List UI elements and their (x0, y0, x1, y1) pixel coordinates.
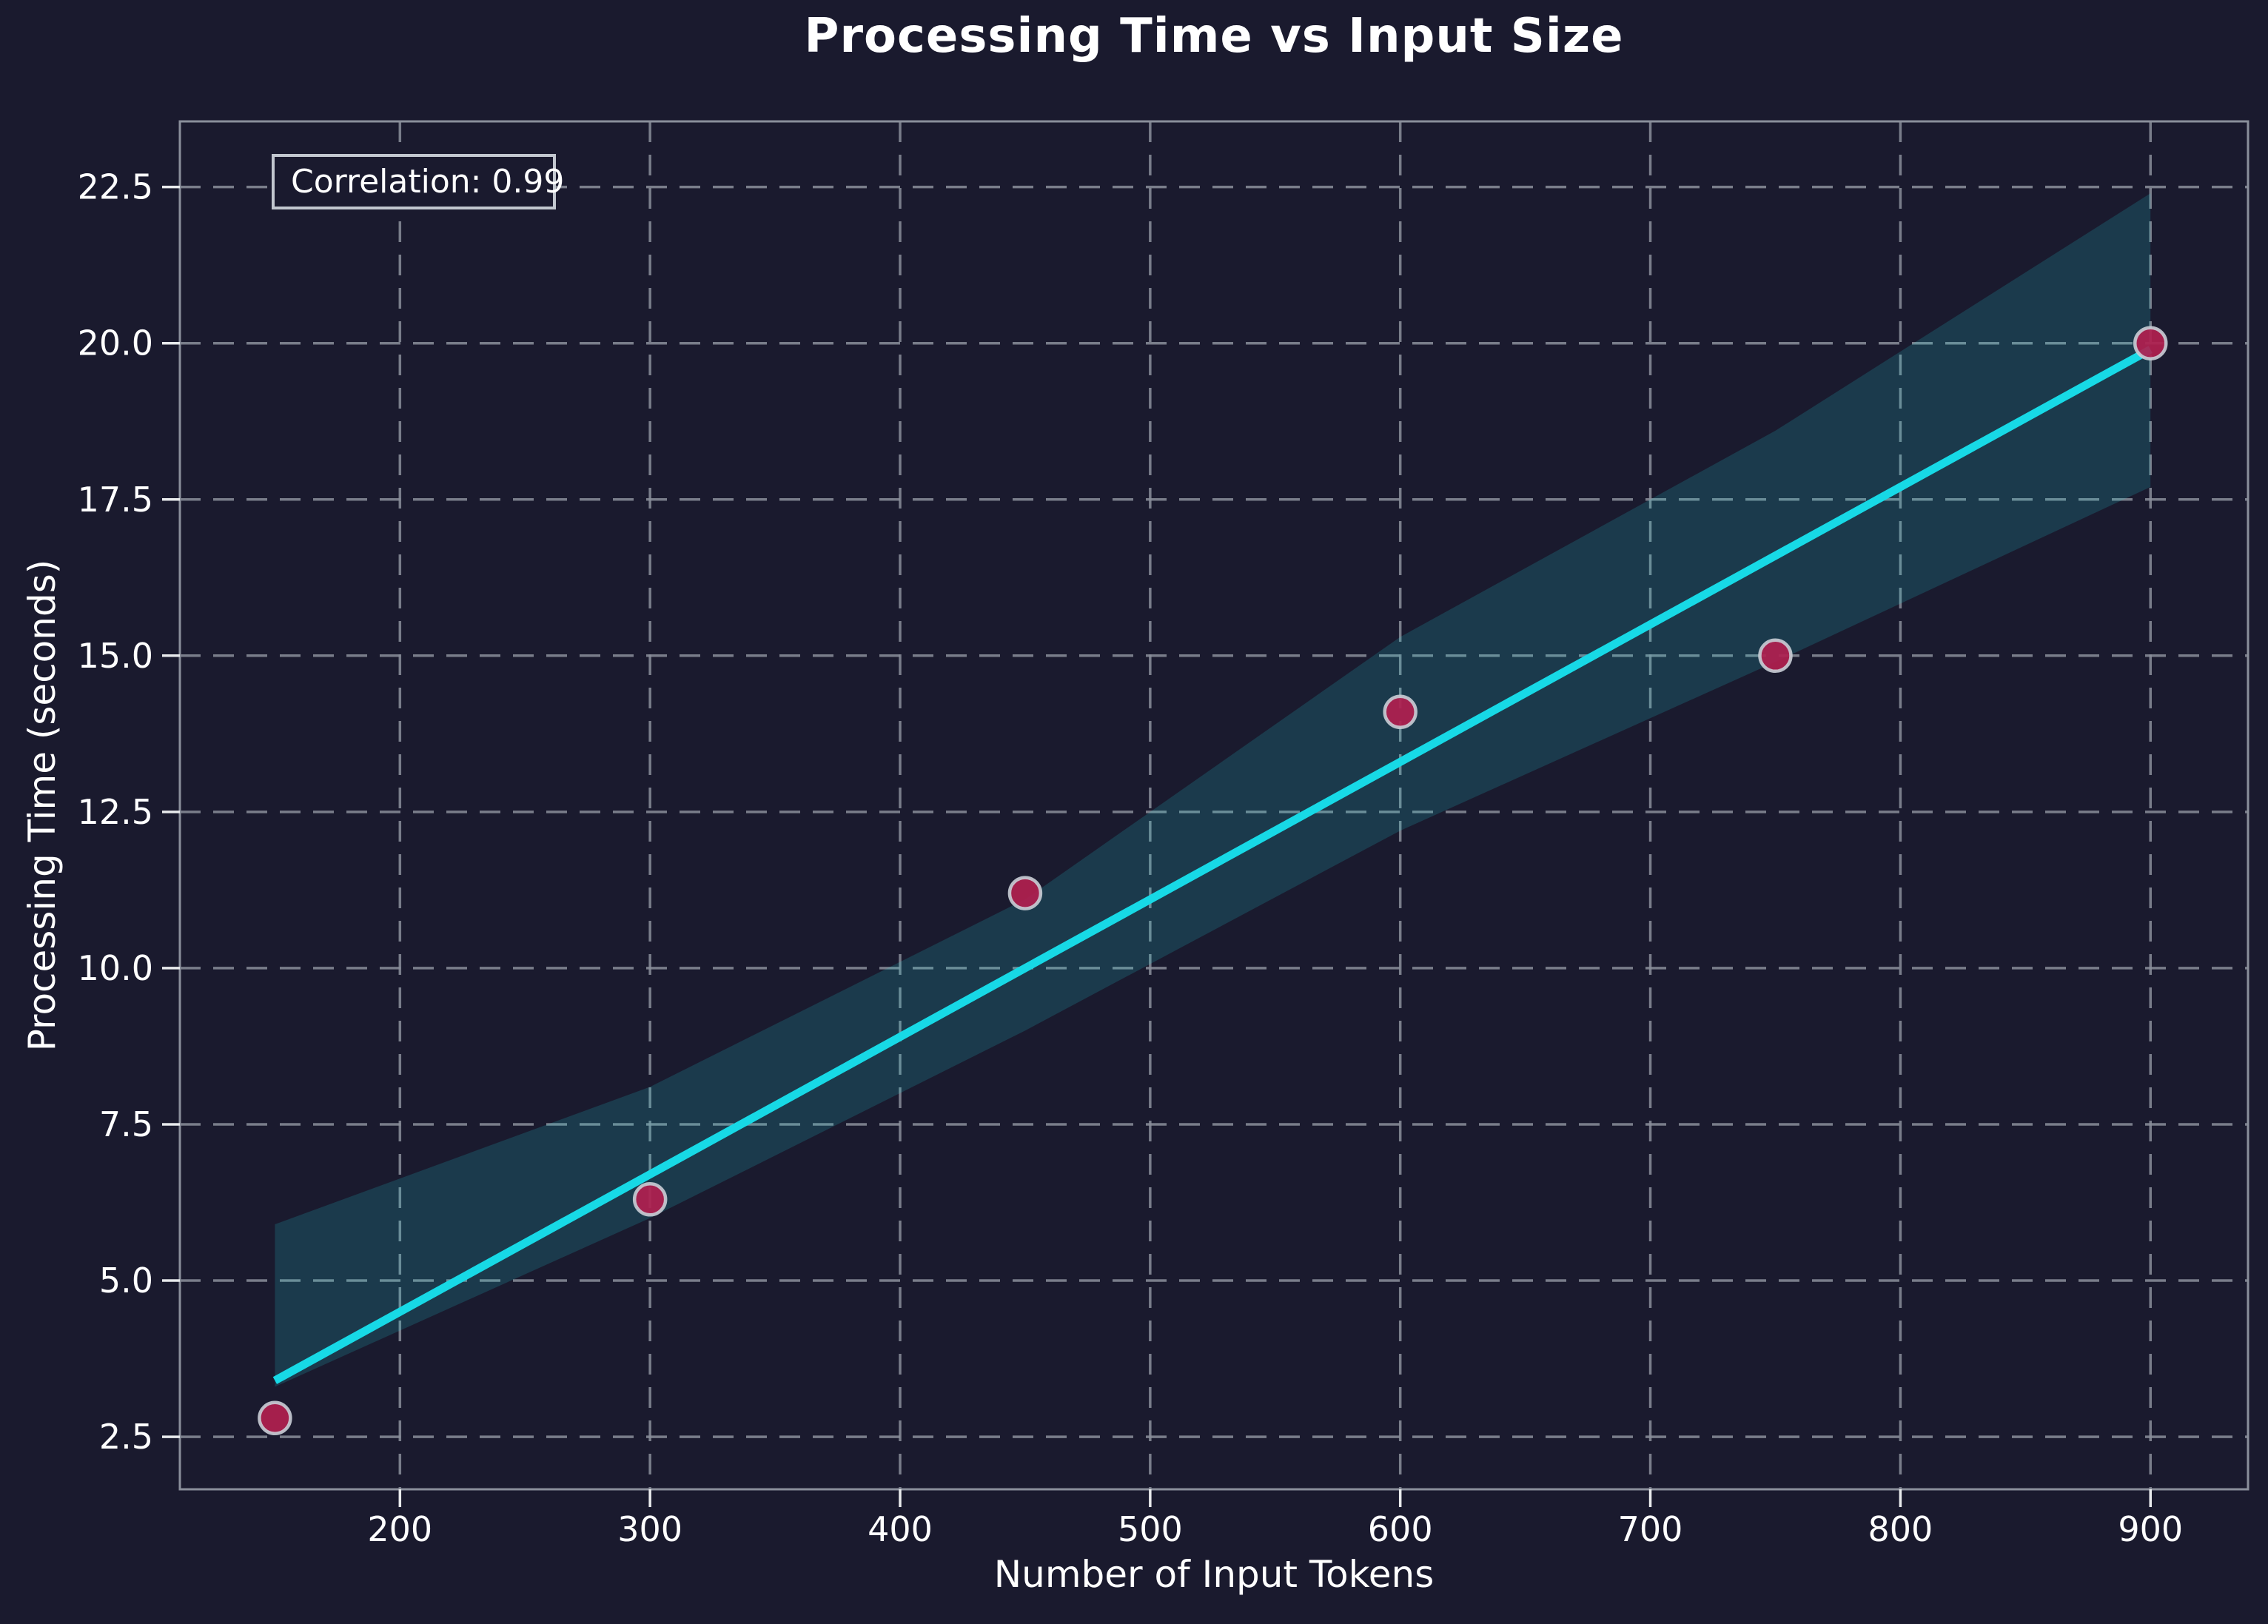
x-tick-label: 700 (1618, 1509, 1683, 1549)
x-tick-label: 500 (1118, 1509, 1183, 1549)
y-tick-label: 15.0 (78, 636, 153, 676)
x-tick-label: 400 (868, 1509, 933, 1549)
data-point (632, 1182, 668, 1217)
y-tick-label: 5.0 (99, 1261, 153, 1301)
y-tick-label: 2.5 (99, 1417, 153, 1457)
y-tick-label: 17.5 (78, 480, 153, 520)
data-point (1383, 694, 1418, 730)
y-tick-label: 10.0 (78, 948, 153, 988)
correlation-annotation: Correlation: 0.99 (272, 154, 564, 209)
x-axis-label: Number of Input Tokens (993, 1553, 1435, 1596)
x-tick-label: 900 (2118, 1509, 2183, 1549)
data-point (1758, 638, 1793, 674)
confidence-band (275, 193, 2151, 1387)
x-tick-label: 300 (617, 1509, 682, 1549)
data-point (2133, 326, 2168, 360)
data-point (258, 1400, 292, 1436)
y-tick-label: 20.0 (78, 323, 153, 363)
axes-frame (178, 120, 2249, 1491)
regression-line (272, 346, 2153, 1384)
data-point (1007, 876, 1043, 910)
y-tick-label: 7.5 (99, 1104, 153, 1144)
x-tick-label: 200 (367, 1509, 432, 1549)
x-tick-label: 800 (1868, 1509, 1933, 1549)
y-tick-label: 22.5 (78, 167, 153, 207)
y-tick-label: 12.5 (78, 792, 153, 832)
chart-title: Processing Time vs Input Size (804, 9, 1624, 64)
y-axis-label: Processing Time (seconds) (21, 559, 64, 1052)
x-tick-label: 600 (1368, 1509, 1433, 1549)
